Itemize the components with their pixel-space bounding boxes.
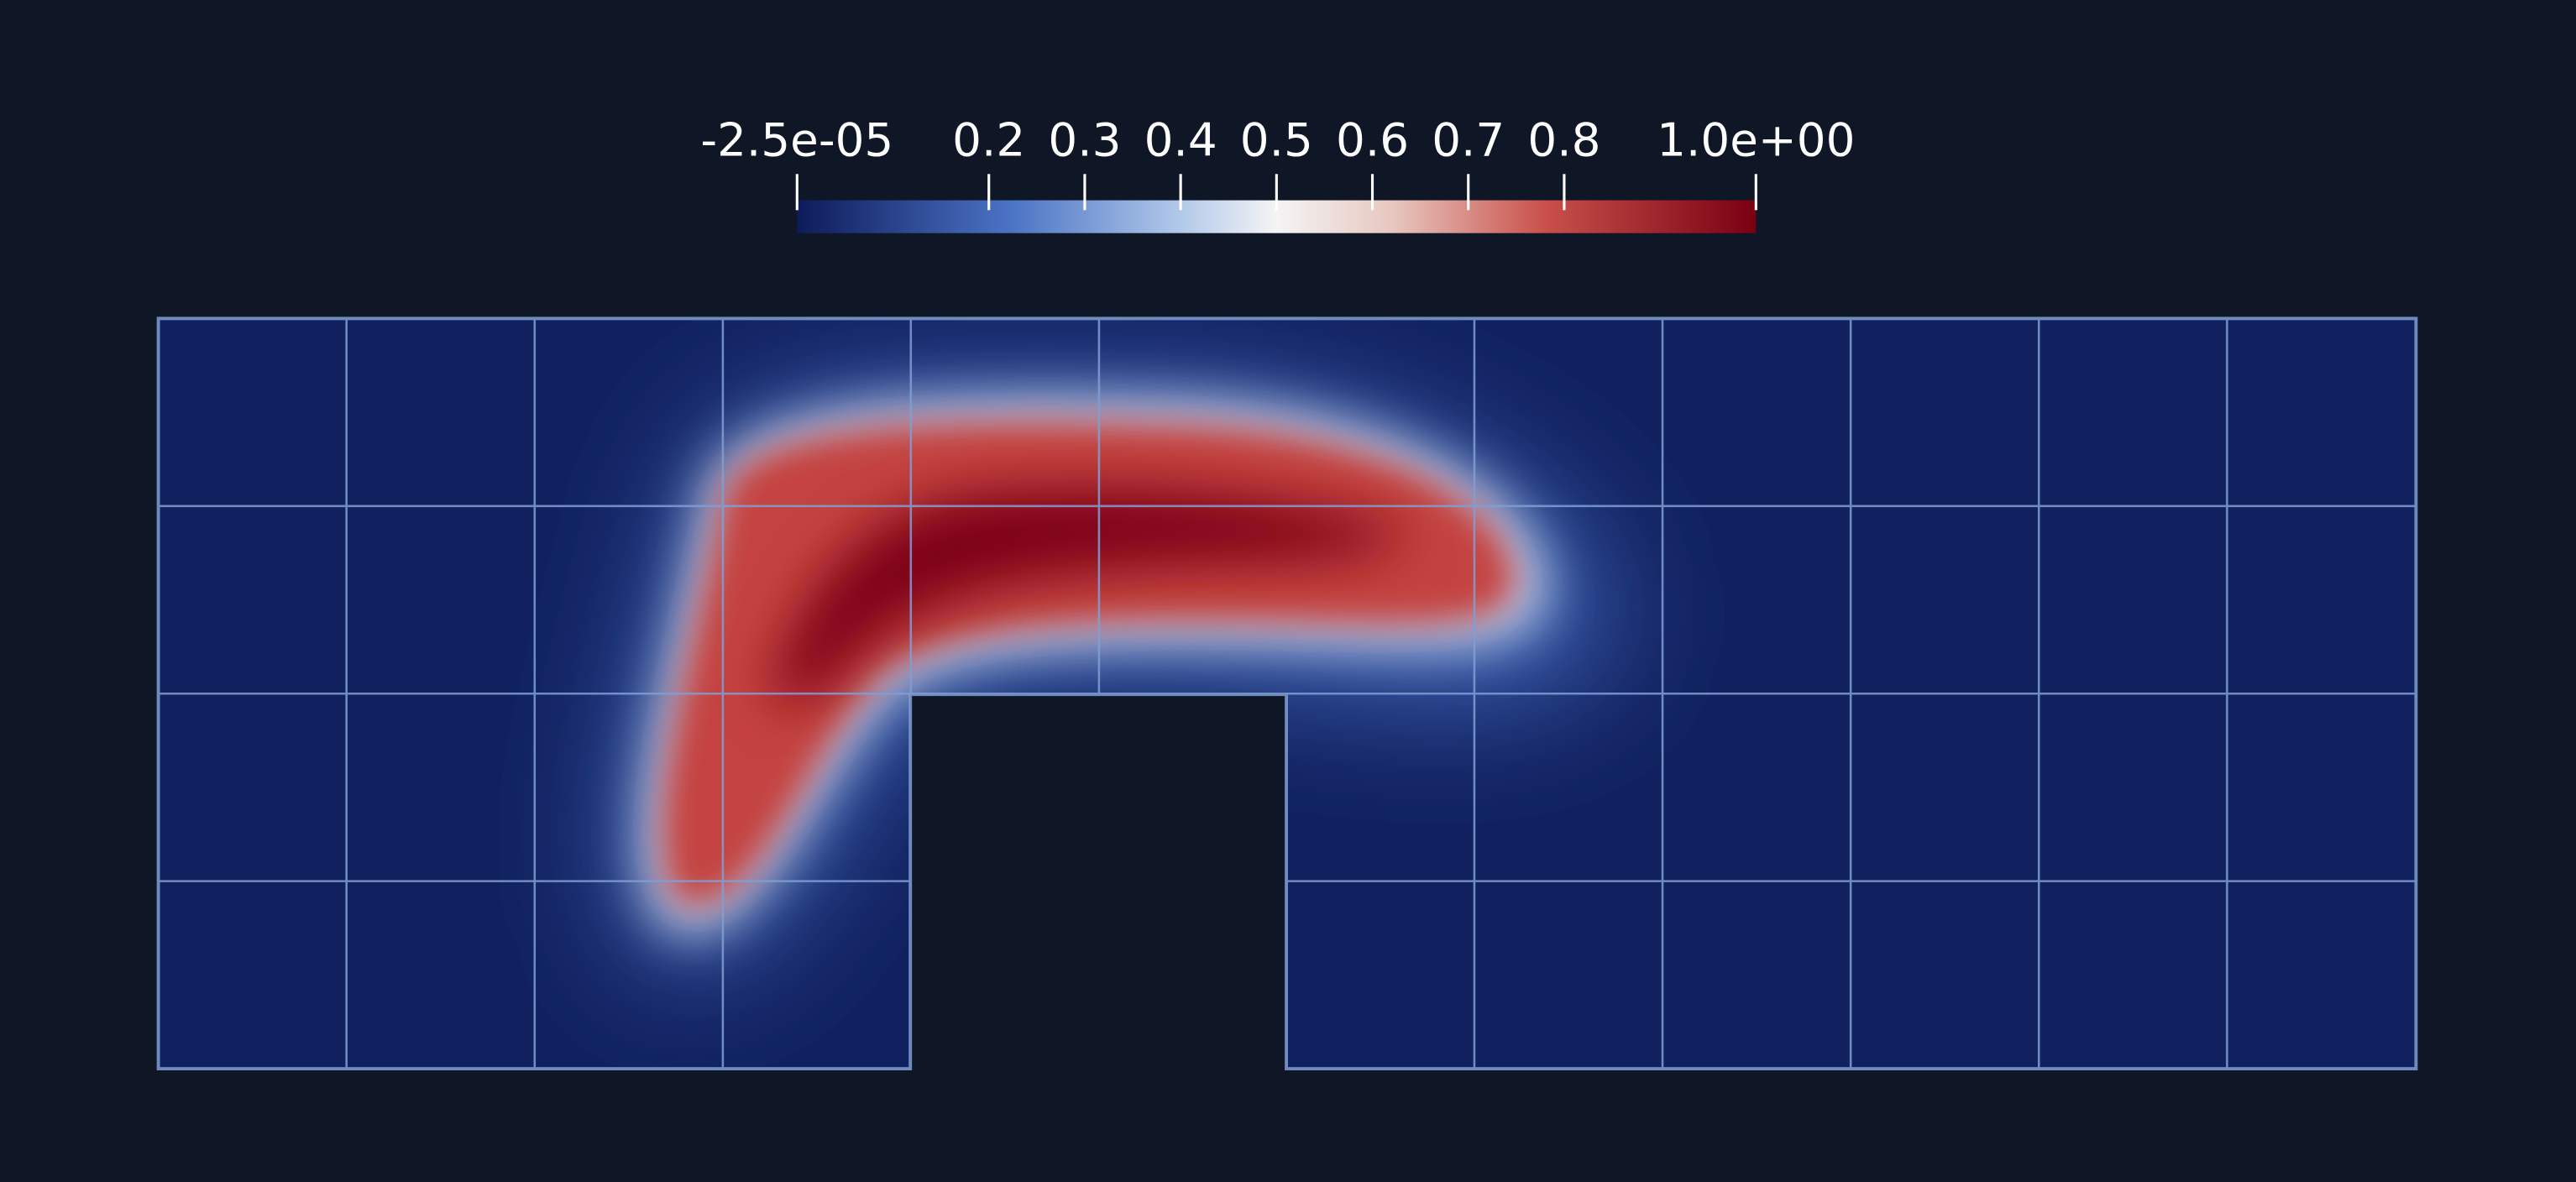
colorbar-tick-label: 0.4 — [1144, 112, 1217, 166]
colorbar-tick-label: 1.0e+00 — [1657, 112, 1855, 166]
colorbar: -2.5e-05 0.2 0.3 0.4 0.5 0.6 0.7 0.8 1.0e+00 — [700, 112, 1855, 233]
colorbar-tick-label: 0.7 — [1432, 112, 1505, 166]
colorbar-tick-label: 0.6 — [1336, 112, 1409, 166]
field-peak — [772, 488, 1413, 703]
colorbar-tick-label: 0.5 — [1240, 112, 1313, 166]
colorbar-tick-label: 0.2 — [952, 112, 1025, 166]
colorbar-tick-label: -2.5e-05 — [700, 112, 893, 166]
mesh-lines — [158, 318, 2416, 1070]
mesh — [156, 316, 2418, 1071]
colorbar-tick-label: 0.3 — [1048, 112, 1121, 166]
colorbar-tick-label: 0.8 — [1527, 112, 1600, 166]
